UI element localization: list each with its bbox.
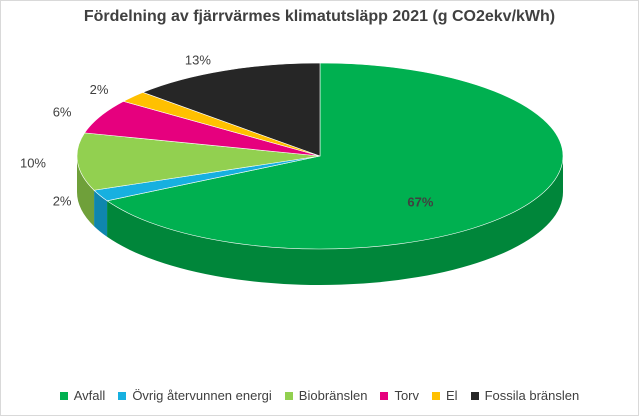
legend-item-fossila-bränslen: Fossila bränslen bbox=[470, 388, 580, 403]
chart-title: Fördelning av fjärrvärmes klimatutsläpp … bbox=[83, 8, 556, 25]
legend-label: Övrig återvunnen energi bbox=[132, 388, 272, 403]
legend-swatch bbox=[470, 391, 479, 400]
legend-item-torv: Torv bbox=[380, 388, 419, 403]
legend-swatch bbox=[59, 391, 68, 400]
pie-side-avfall bbox=[107, 156, 563, 285]
pie-slice-biobränslen bbox=[76, 132, 321, 191]
legend-label: Fossila bränslen bbox=[484, 388, 580, 403]
pie-slice-fossila-bränslen bbox=[142, 62, 321, 157]
legend-item-övrig-återvunnen-energi: Övrig återvunnen energi bbox=[118, 388, 272, 403]
legend-swatch bbox=[118, 391, 127, 400]
legend-item-biobränslen: Biobränslen bbox=[284, 388, 368, 403]
legend-swatch bbox=[380, 391, 389, 400]
chart-legend: Avfall Övrig återvunnen energi Biobränslen… bbox=[0, 388, 639, 403]
legend-swatch bbox=[432, 391, 441, 400]
pie-slice-avfall bbox=[106, 62, 564, 250]
legend-label: Biobränslen bbox=[298, 388, 368, 403]
legend-label: Avfall bbox=[73, 388, 106, 403]
legend-item-avfall: Avfall bbox=[59, 388, 106, 403]
data-label-torv: 6% bbox=[53, 104, 72, 119]
data-label-fossila-bränslen: 13% bbox=[185, 53, 211, 68]
data-label-avfall: 67% bbox=[407, 195, 433, 210]
legend-label: Torv bbox=[394, 388, 420, 403]
data-label-övrig-återvunnen-energi: 2% bbox=[53, 194, 72, 209]
data-label-el: 2% bbox=[90, 82, 109, 97]
legend-swatch bbox=[284, 391, 293, 400]
data-label-biobränslen: 10% bbox=[20, 156, 46, 171]
legend-item-el: El bbox=[432, 388, 458, 403]
pie-side-övrig-återvunnen-energi bbox=[94, 190, 108, 237]
legend-label: El bbox=[446, 388, 458, 403]
